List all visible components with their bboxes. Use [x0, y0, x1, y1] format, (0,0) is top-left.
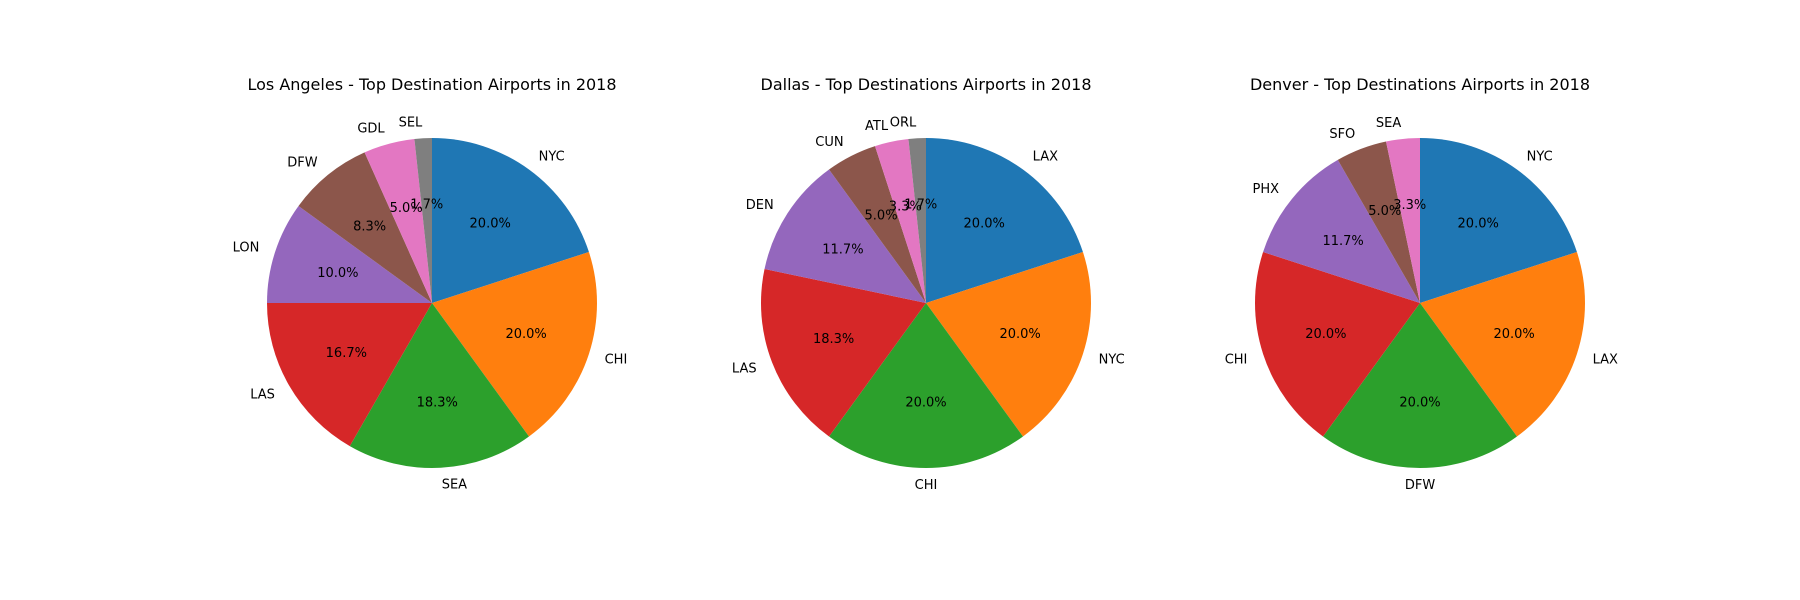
category-label: CHI: [1225, 353, 1248, 368]
pie-labels: NYC 20.0% LAX 20.0% DFW 20.0% CHI 20.0% PHX 11.7%…: [1225, 116, 1618, 493]
pie-slice-chi: [829, 303, 1023, 468]
percentage-label: 5.0%: [865, 208, 898, 223]
percentage-label: 3.3%: [889, 200, 922, 215]
pie-slice-lon: [267, 206, 432, 303]
chart-los-angeles: Los Angeles - Top Destination Airports i…: [233, 75, 628, 493]
percentage-label: 20.0%: [505, 327, 546, 342]
category-label: CUN: [815, 135, 843, 150]
pie-slice-sea: [349, 303, 529, 469]
percentage-label: 18.3%: [813, 332, 854, 347]
percentage-label: 20.0%: [1399, 396, 1440, 411]
category-label: CHI: [605, 353, 628, 368]
category-label: CHI: [915, 478, 938, 493]
category-label: GDL: [357, 121, 385, 136]
category-label: LON: [233, 240, 260, 255]
chart-title: Dallas - Top Destinations Airports in 20…: [761, 75, 1092, 94]
percentage-label: 1.7%: [904, 198, 937, 213]
pie-slice-dfw: [298, 152, 432, 303]
category-label: SEA: [1376, 116, 1401, 131]
category-label: NYC: [1099, 353, 1125, 368]
percentage-label: 20.0%: [1305, 327, 1346, 342]
category-label: NYC: [539, 150, 565, 165]
pie-labels: NYC 20.0% CHI 20.0% SEA 18.3% LAS 16.7% LON 10.0%…: [233, 115, 628, 492]
pie-slice-las: [267, 303, 432, 447]
percentage-label: 11.7%: [1322, 234, 1363, 249]
chart-title: Los Angeles - Top Destination Airports i…: [247, 75, 616, 94]
category-label: LAX: [1593, 353, 1618, 368]
percentage-label: 5.0%: [390, 201, 423, 216]
category-label: DFW: [1405, 478, 1435, 493]
pie-slices: [1255, 138, 1585, 468]
pie-slices: [267, 138, 597, 469]
percentage-label: 11.7%: [822, 243, 863, 258]
category-label: ORL: [890, 115, 917, 130]
category-label: LAS: [732, 362, 757, 377]
pie-slice-lax: [926, 138, 1083, 303]
category-label: ATL: [865, 119, 889, 134]
pie-slice-nyc: [1420, 138, 1577, 303]
pie-slice-sel: [414, 138, 432, 303]
category-label: DEN: [746, 198, 774, 213]
category-label: NYC: [1527, 150, 1553, 165]
percentage-label: 18.3%: [417, 395, 458, 410]
category-label: DFW: [287, 156, 317, 171]
pie-labels: LAX 20.0% NYC 20.0% CHI 20.0% LAS 18.3% DEN 11.7%…: [732, 115, 1125, 493]
percentage-label: 20.0%: [999, 327, 1040, 342]
pie-slice-gdl: [364, 138, 432, 303]
percentage-label: 20.0%: [470, 216, 511, 231]
category-label: SEA: [442, 478, 467, 493]
category-label: SEL: [399, 115, 423, 130]
category-label: LAS: [250, 387, 275, 402]
pie-slices: [760, 138, 1091, 468]
percentage-label: 20.0%: [964, 216, 1005, 231]
chart-title: Denver - Top Destinations Airports in 20…: [1250, 75, 1590, 94]
category-label: PHX: [1253, 182, 1280, 197]
chart-dallas: Dallas - Top Destinations Airports in 20…: [732, 75, 1125, 493]
pie-slice-cun: [829, 146, 926, 303]
percentage-label: 8.3%: [353, 220, 386, 235]
percentage-label: 3.3%: [1393, 198, 1426, 213]
category-label: SFO: [1329, 127, 1355, 142]
pie-slice-las: [760, 269, 926, 437]
pie-slice-orl: [908, 138, 926, 303]
percentage-label: 16.7%: [326, 346, 367, 361]
category-label: LAX: [1033, 150, 1058, 165]
pie-slice-lax: [1420, 252, 1585, 437]
pie-slice-phx: [1263, 159, 1420, 303]
percentage-label: 5.0%: [1368, 204, 1401, 219]
pie-slice-den: [764, 169, 926, 303]
chart-denver: Denver - Top Destinations Airports in 20…: [1225, 75, 1618, 493]
percentage-label: 10.0%: [317, 266, 358, 281]
percentage-label: 20.0%: [905, 396, 946, 411]
pie-slice-dfw: [1323, 303, 1517, 468]
percentage-label: 1.7%: [410, 198, 443, 213]
pie-slice-sea: [1386, 138, 1420, 303]
pie-slice-atl: [875, 138, 926, 303]
percentage-label: 20.0%: [1493, 327, 1534, 342]
pie-slice-nyc: [432, 138, 589, 303]
percentage-label: 20.0%: [1458, 216, 1499, 231]
pie-slice-nyc: [926, 252, 1091, 437]
pie-slice-chi: [432, 252, 597, 437]
pie-slice-chi: [1255, 252, 1420, 437]
pie-slice-sfo: [1337, 141, 1420, 303]
